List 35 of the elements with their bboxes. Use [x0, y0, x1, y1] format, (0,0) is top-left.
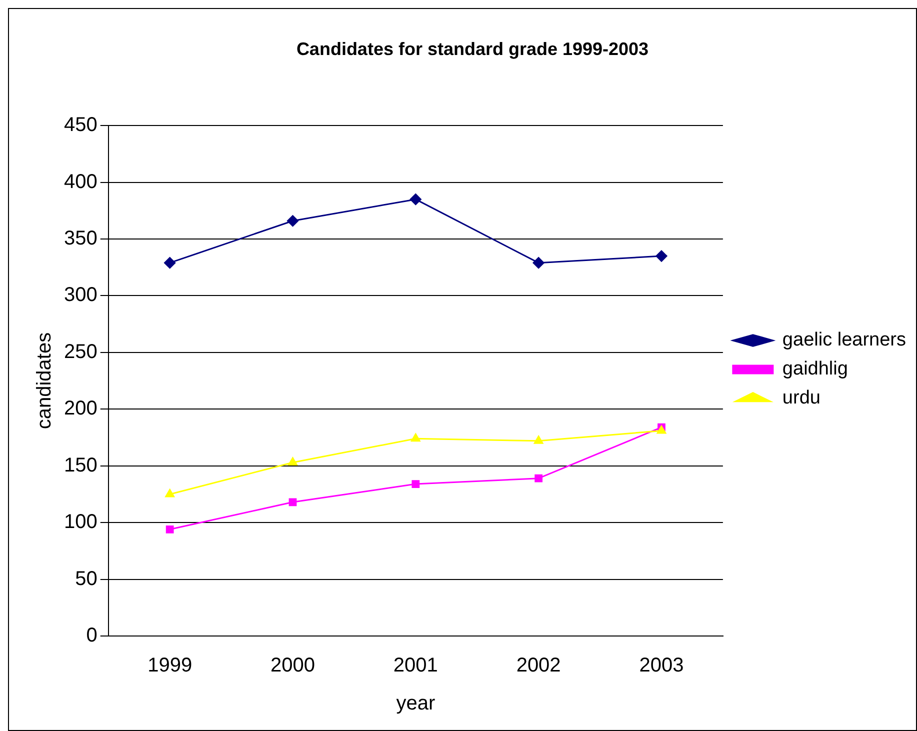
point: [411, 433, 420, 442]
x-tick-label: 2002: [516, 654, 561, 677]
x-tick-label: 2003: [639, 654, 684, 677]
x-axis-title: year: [396, 692, 436, 715]
y-tick-label: 150: [64, 454, 98, 476]
legend-label: gaelic learners: [782, 330, 906, 351]
y-tick-label: 350: [64, 228, 98, 250]
y-tick-label: 50: [75, 568, 98, 590]
chart-title: Candidates for standard grade 1999-2003: [296, 38, 649, 59]
point: [288, 498, 297, 506]
point: [656, 425, 666, 434]
y-tick-label: 450: [64, 114, 98, 136]
point: [410, 194, 422, 206]
y-tick-label: 200: [64, 398, 98, 420]
x-tick-label: 2000: [270, 654, 315, 677]
y-tick-label: 0: [86, 624, 98, 647]
point: [288, 457, 298, 466]
point: [165, 488, 174, 498]
point: [166, 525, 174, 534]
point: [532, 257, 544, 269]
point: [534, 474, 542, 482]
point: [286, 215, 298, 227]
y-tick-label: 100: [64, 511, 98, 534]
x-tick-label: 2001: [393, 654, 438, 677]
y-tick-label: 300: [64, 284, 98, 306]
y-axis-title: candidates: [34, 332, 56, 430]
x-tick-label: 1999: [148, 654, 192, 677]
legend-label: urdu: [782, 388, 820, 409]
point: [656, 250, 668, 262]
y-tick-label: 400: [64, 170, 98, 193]
point: [164, 257, 176, 269]
y-tick-label: 250: [64, 340, 98, 363]
legend-label: gaidhlig: [782, 358, 848, 380]
point: [534, 436, 544, 444]
point: [412, 480, 420, 488]
